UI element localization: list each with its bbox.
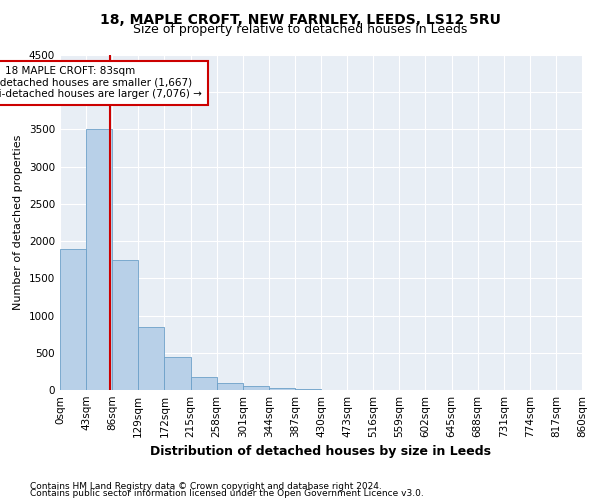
Text: Contains HM Land Registry data © Crown copyright and database right 2024.: Contains HM Land Registry data © Crown c… [30, 482, 382, 491]
Text: 18, MAPLE CROFT, NEW FARNLEY, LEEDS, LS12 5RU: 18, MAPLE CROFT, NEW FARNLEY, LEEDS, LS1… [100, 12, 500, 26]
Text: Contains public sector information licensed under the Open Government Licence v3: Contains public sector information licen… [30, 489, 424, 498]
Bar [164, 356, 191, 390]
Text: 18 MAPLE CROFT: 83sqm
← 19% of detached houses are smaller (1,667)
80% of semi-d: 18 MAPLE CROFT: 83sqm ← 19% of detached … [0, 66, 202, 100]
Bar [112, 260, 139, 390]
Bar [60, 248, 86, 390]
Bar [139, 326, 164, 390]
X-axis label: Distribution of detached houses by size in Leeds: Distribution of detached houses by size … [151, 446, 491, 458]
Bar [217, 382, 243, 390]
Text: Size of property relative to detached houses in Leeds: Size of property relative to detached ho… [133, 22, 467, 36]
Bar [269, 388, 295, 390]
Bar [243, 386, 269, 390]
Bar [86, 130, 112, 390]
Y-axis label: Number of detached properties: Number of detached properties [13, 135, 23, 310]
Bar [191, 377, 217, 390]
